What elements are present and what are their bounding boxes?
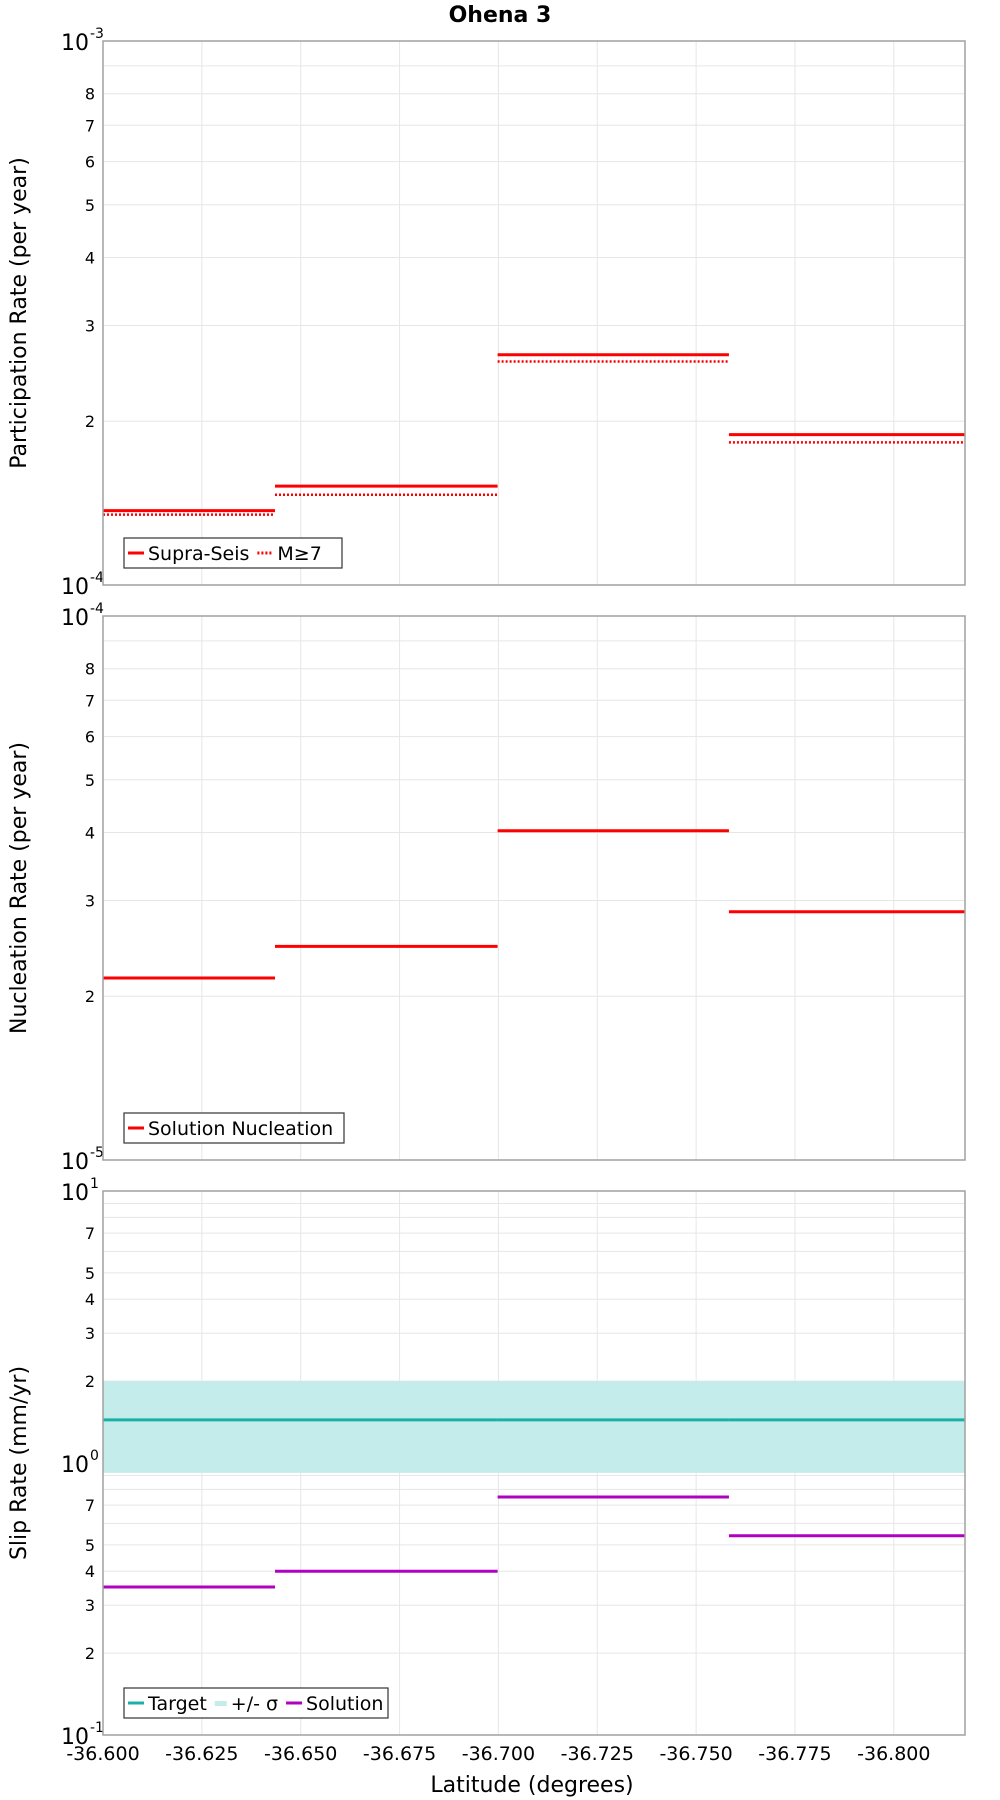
legend-box (123, 537, 343, 569)
legend-label: Solution Nucleation (148, 1118, 333, 1140)
x-axis-label: Latitude (degrees) (430, 1773, 633, 1798)
plot-frame (102, 615, 966, 1161)
chart-title: Ohena 3 (449, 3, 552, 28)
y-tick-label: 5 (85, 196, 95, 215)
legend-label: +/- σ (231, 1693, 278, 1715)
plot-frame (102, 40, 966, 586)
x-tick-label: -36.625 (165, 1743, 238, 1765)
x-tick-label: -36.700 (462, 1743, 535, 1765)
y-tick-label: 4 (85, 1562, 95, 1581)
plot-area (103, 41, 965, 585)
y-tick-label: 8 (85, 660, 95, 679)
legend-box (123, 1687, 389, 1719)
y-tick-label: 10 (61, 1150, 89, 1175)
legend: Target +/- σ Solution (123, 1687, 389, 1719)
y-tick-label: 3 (85, 316, 95, 335)
y-tick-exponent: -5 (90, 1145, 104, 1161)
y-tick-label: 10 (61, 31, 89, 56)
x-tick-label: -36.675 (363, 1743, 436, 1765)
x-tick-label: -36.800 (857, 1743, 930, 1765)
x-tick-label: -36.600 (66, 1743, 139, 1765)
y-tick-label: 10 (61, 1453, 89, 1478)
plot-frame (102, 1190, 966, 1736)
y-tick-label: 3 (85, 891, 95, 910)
x-tick-label: -36.775 (758, 1743, 831, 1765)
y-tick-label: 10 (61, 1725, 89, 1750)
y-tick-label: 4 (85, 248, 95, 267)
legend-label: Supra-Seis (148, 543, 249, 565)
legend-label: Solution (306, 1693, 383, 1715)
y-tick-label: 7 (85, 1496, 95, 1515)
y-axis-label: Participation Rate (per year) (7, 157, 32, 469)
y-tick-label: 5 (85, 1536, 95, 1555)
y-tick-exponent: -1 (90, 1720, 104, 1736)
y-tick-label: 2 (85, 1644, 95, 1663)
x-axis-ticks: -36.600 -36.625 -36.650 -36.675 -36.700 -36.7… (66, 1743, 930, 1765)
y-tick-label: 4 (85, 1290, 95, 1309)
y-axis-label: Nucleation Rate (per year) (7, 742, 32, 1034)
y-tick-label: 3 (85, 1596, 95, 1615)
y-tick-label: 4 (85, 823, 95, 842)
y-tick-label: 6 (85, 728, 95, 747)
x-tick-label: -36.725 (561, 1743, 634, 1765)
y-tick-label: 2 (85, 412, 95, 431)
y-tick-label: 6 (85, 153, 95, 172)
legend: Supra-Seis M≥7 (123, 537, 343, 569)
y-tick-label: 10 (61, 1181, 89, 1206)
y-tick-label: 7 (85, 1224, 95, 1243)
plot-area (103, 616, 965, 1160)
legend-swatch (214, 1701, 227, 1706)
y-tick-exponent: 1 (90, 1176, 99, 1192)
legend: Solution Nucleation (123, 1112, 345, 1144)
y-tick-label: 2 (85, 1372, 95, 1391)
y-tick-exponent: -3 (90, 26, 104, 42)
y-tick-label: 5 (85, 771, 95, 790)
legend-box (123, 1112, 345, 1144)
y-tick-label: 2 (85, 987, 95, 1006)
y-tick-label: 3 (85, 1324, 95, 1343)
y-tick-exponent: -4 (90, 601, 104, 617)
x-tick-label: -36.650 (264, 1743, 337, 1765)
y-tick-label: 7 (85, 116, 95, 135)
y-tick-label: 7 (85, 691, 95, 710)
sigma-band (103, 1381, 965, 1473)
y-tick-label: 8 (85, 85, 95, 104)
x-tick-label: -36.750 (659, 1743, 732, 1765)
y-tick-exponent: -4 (90, 570, 104, 586)
y-tick-label: 10 (61, 575, 89, 600)
y-tick-exponent: 0 (90, 1448, 99, 1464)
y-tick-label: 5 (85, 1264, 95, 1283)
y-tick-label: 10 (61, 606, 89, 631)
y-axis-label: Slip Rate (mm/yr) (7, 1366, 32, 1560)
legend-label: M≥7 (277, 543, 321, 565)
legend-label: Target (147, 1693, 207, 1715)
